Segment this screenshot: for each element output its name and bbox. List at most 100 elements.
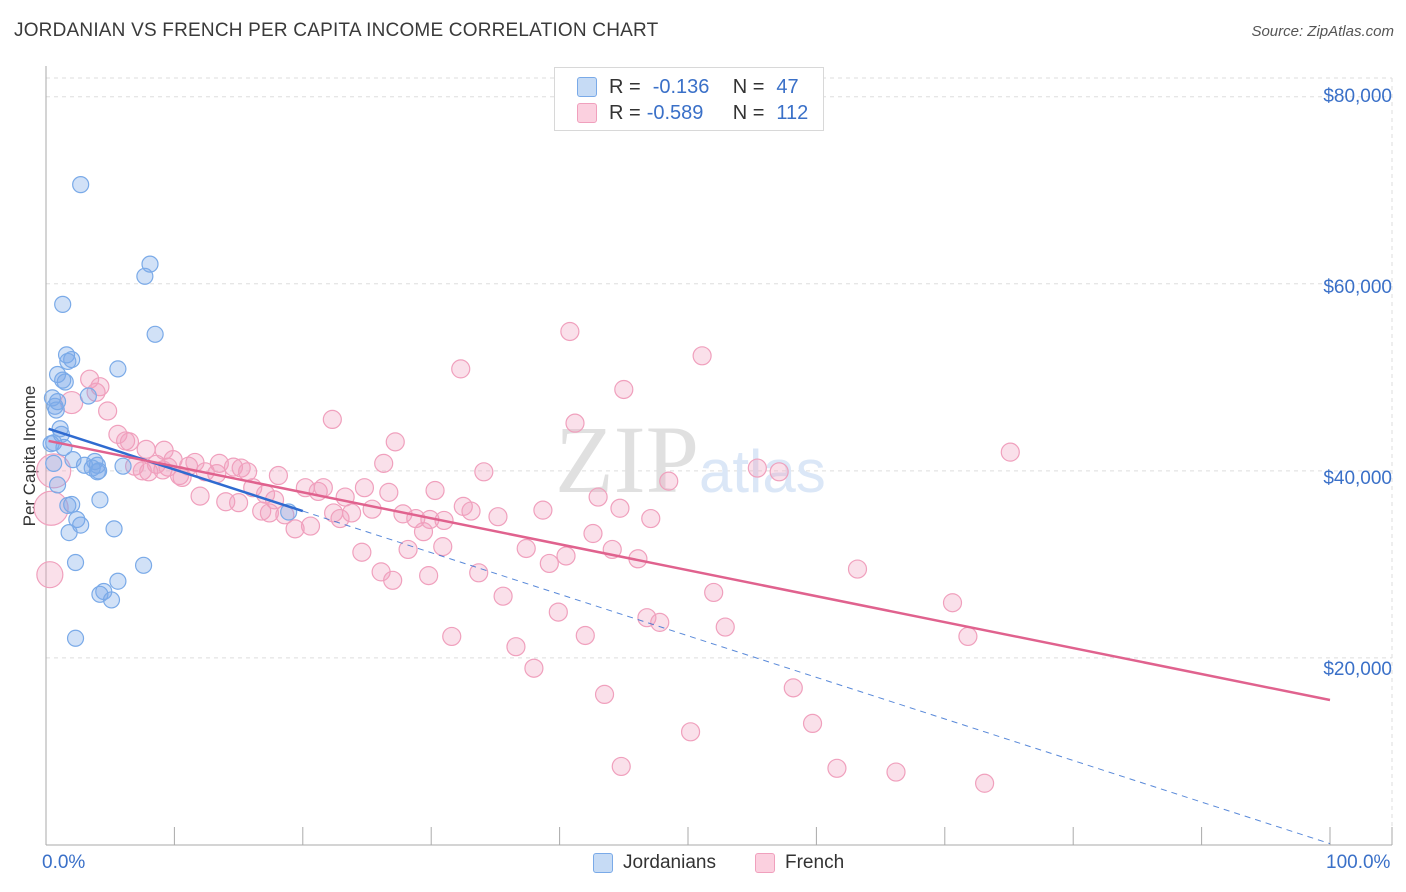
y-tick-label: $60,000 xyxy=(1323,277,1392,298)
jordanian-point xyxy=(66,553,85,572)
french-swatch xyxy=(755,853,775,873)
french-point xyxy=(524,658,544,678)
french-point xyxy=(610,498,630,518)
french-point xyxy=(588,487,608,507)
french-point xyxy=(419,566,439,586)
french-point xyxy=(354,478,375,498)
french-point xyxy=(229,493,249,513)
jordanians-swatch xyxy=(577,77,597,97)
jordanian-point xyxy=(105,520,123,538)
french-point xyxy=(300,516,321,536)
n-value: 112 xyxy=(776,101,809,124)
jordanian-point xyxy=(146,325,164,343)
french-point xyxy=(769,462,789,482)
jordanian-point xyxy=(79,387,97,405)
french-point xyxy=(575,625,595,646)
french-point xyxy=(374,453,394,473)
french-point xyxy=(641,508,661,529)
jordanian-point xyxy=(109,360,127,378)
french-point xyxy=(539,553,559,574)
french-point xyxy=(650,612,670,632)
jordanian-point xyxy=(114,457,132,475)
french-point xyxy=(506,637,526,657)
jordanian-points xyxy=(42,176,298,647)
r-value: -0.136 xyxy=(652,75,710,98)
jordanian-point xyxy=(54,371,72,389)
french-point xyxy=(715,617,735,637)
french-point xyxy=(1000,442,1020,462)
jordanian-point xyxy=(109,572,127,590)
r-value: -0.589 xyxy=(646,101,704,124)
french-point xyxy=(659,471,679,491)
legend-label: Jordanians xyxy=(623,852,716,873)
french-point xyxy=(461,501,481,521)
french-point xyxy=(268,465,289,486)
french-point xyxy=(594,684,615,705)
french-point xyxy=(341,503,362,523)
french-point xyxy=(379,482,399,502)
french-point xyxy=(533,500,553,520)
french-point xyxy=(747,458,767,478)
french-point xyxy=(958,626,978,647)
x-tick-label: 100.0% xyxy=(1326,852,1391,873)
jordanian-point xyxy=(88,456,106,474)
french-point xyxy=(614,379,634,400)
french-point xyxy=(704,582,724,603)
legend-item-jordanians: Jordanians xyxy=(593,852,716,874)
french-point xyxy=(352,542,372,562)
french-point xyxy=(451,359,471,379)
french-point xyxy=(493,586,513,606)
french-point xyxy=(33,490,69,526)
french-point xyxy=(398,539,418,560)
french-point xyxy=(442,626,462,647)
french-point xyxy=(975,773,995,793)
french-point xyxy=(474,462,494,482)
y-tick-label: $80,000 xyxy=(1323,86,1392,107)
french-point xyxy=(637,608,657,628)
french-point xyxy=(802,713,823,734)
french-point xyxy=(516,538,536,559)
r-label: R = xyxy=(609,75,641,98)
french-point xyxy=(36,561,64,589)
jordanian-point xyxy=(59,352,77,371)
source-credit: Source: ZipAtlas.com xyxy=(1251,23,1394,40)
french-point xyxy=(847,559,868,579)
jordanians-swatch xyxy=(593,853,613,873)
stats-row-jordanians: R = -0.136 N = 47 xyxy=(577,73,799,101)
french-point xyxy=(560,321,580,342)
french-point xyxy=(362,499,382,519)
french-point xyxy=(285,519,305,539)
french-point xyxy=(60,390,84,415)
french-point xyxy=(433,537,453,557)
french-point xyxy=(425,480,445,501)
y-tick-label: $40,000 xyxy=(1323,468,1392,489)
french-point xyxy=(827,758,847,778)
jordanian-point xyxy=(57,346,76,364)
y-tick-label: $20,000 xyxy=(1323,659,1392,680)
french-point xyxy=(556,546,576,566)
jordanians-trend-extension xyxy=(302,510,1331,845)
french-point xyxy=(611,756,631,777)
jordanian-point xyxy=(102,591,121,609)
french-point xyxy=(231,458,251,478)
french-point xyxy=(330,508,350,529)
n-label: N = xyxy=(732,75,765,98)
chart-title: JORDANIAN VS FRENCH PER CAPITA INCOME CO… xyxy=(14,20,659,41)
french-point xyxy=(132,461,152,481)
trend-lines xyxy=(48,427,1331,845)
jordanian-point xyxy=(90,462,108,480)
french-point xyxy=(385,432,405,452)
jordanian-point xyxy=(48,393,67,411)
jordanian-point xyxy=(64,451,82,469)
jordanian-point xyxy=(72,176,90,194)
french-point xyxy=(548,602,568,622)
legend-label: French xyxy=(785,852,845,873)
french-point xyxy=(942,593,963,613)
french-point xyxy=(190,486,210,506)
jordanian-point xyxy=(136,267,154,285)
french-point xyxy=(413,522,434,542)
stats-row-french: R = -0.589 N = 112 xyxy=(577,99,808,127)
french-point xyxy=(119,432,140,452)
jordanian-point xyxy=(59,496,77,515)
